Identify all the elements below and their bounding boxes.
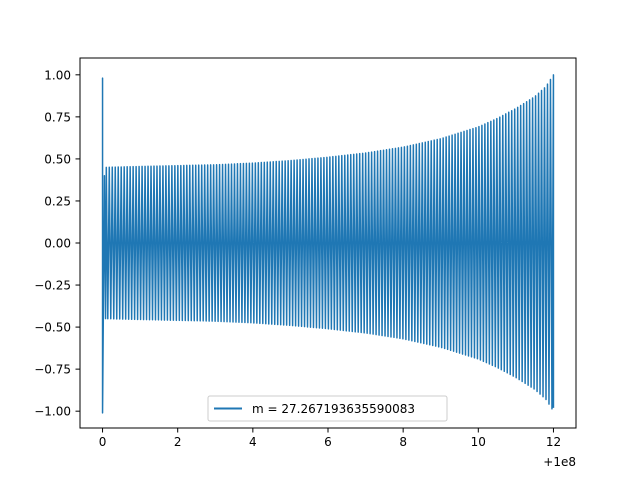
x-tick-label: 4 [249,435,257,449]
legend-label: m = 27.267193635590083 [252,402,415,416]
y-axis: 1.00 0.75 0.50 0.25 0.00 −0.25 −0.50 −0.75 −1.00 [34,68,80,419]
series-line [101,74,555,414]
y-tick-label: 0.75 [44,110,71,124]
x-tick-label: 12 [546,435,561,449]
x-tick-label: 0 [99,435,107,449]
x-tick-label: 8 [399,435,407,449]
y-tick-label: −1.00 [34,405,71,419]
x-tick-label: 10 [471,435,486,449]
y-tick-label: 0.50 [44,152,71,166]
y-tick-label: 1.00 [44,68,71,82]
legend: m = 27.267193635590083 [207,395,448,422]
y-tick-label: 0.25 [44,194,71,208]
series-layer [101,74,555,414]
y-tick-label: 0.00 [44,237,71,251]
y-tick-label: −0.25 [34,279,71,293]
legend-box [207,395,448,422]
x-tick-label: 2 [174,435,182,449]
y-tick-label: −0.75 [34,363,71,377]
y-tick-label: −0.50 [34,321,71,335]
x-tick-label: 6 [324,435,332,449]
x-axis-offset-label: +1e8 [543,455,576,469]
x-axis: 0 2 4 6 8 10 12 [99,428,561,449]
